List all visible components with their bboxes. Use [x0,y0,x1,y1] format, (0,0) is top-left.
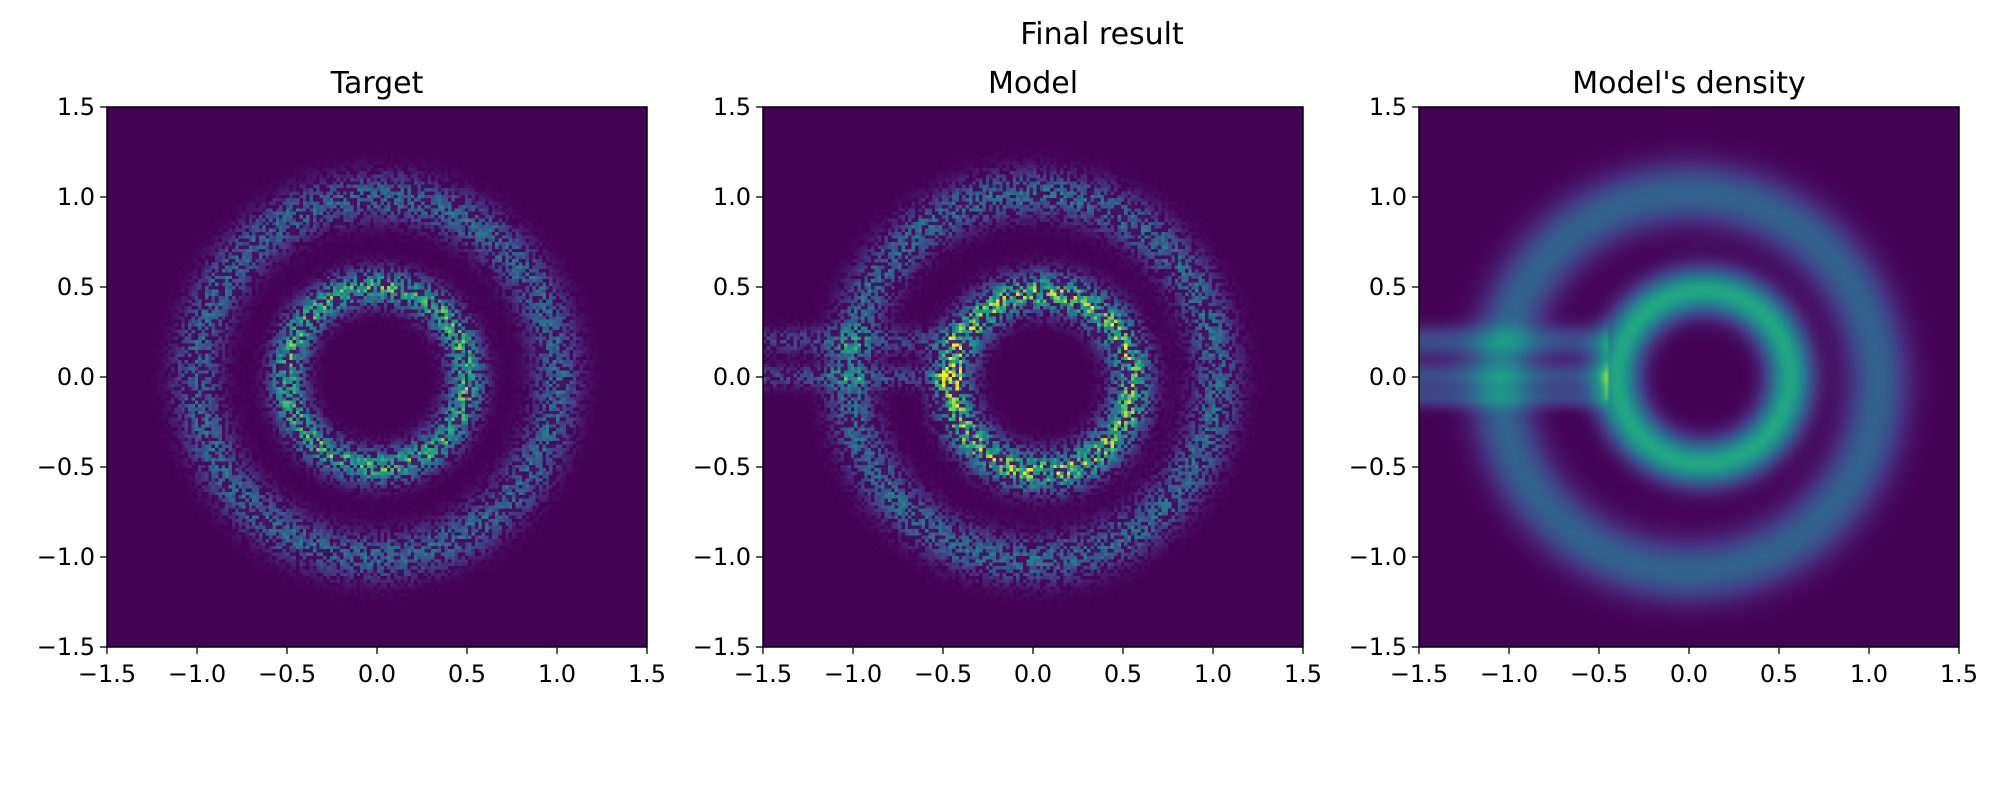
y-tick-label: −1.0 [693,543,751,571]
y-tick-label: −1.5 [693,633,751,661]
x-tick-label: 0.5 [1760,660,1798,688]
x-tick-label: 1.0 [1850,660,1888,688]
figure-suptitle: Final result [1020,17,1184,52]
y-tick-label: −1.5 [1349,633,1407,661]
y-tick-label: 0.5 [1369,273,1407,301]
y-tick-label: −0.5 [37,453,95,481]
y-tick-label: 1.5 [57,93,95,121]
x-tick-label: −1.5 [78,660,136,688]
x-tick-label: 0.5 [1104,660,1142,688]
y-tick-label: 1.0 [57,183,95,211]
panel-2: Model −1.5 −1.0 −0.5 0.0 0.5 1.0 1.5 1.5 1.0 0.5 0.… [693,66,1322,688]
y-tick-label: 0.0 [57,363,95,391]
x-tick-label: 1.5 [628,660,666,688]
x-tick-label: 1.0 [538,660,576,688]
y-tick-label: 0.5 [57,273,95,301]
y-tick-label: 0.5 [713,273,751,301]
x-tick-label: −0.5 [914,660,972,688]
x-tick-label: 1.5 [1284,660,1322,688]
y-tick-label: −0.5 [1349,453,1407,481]
y-tick-label: 1.5 [713,93,751,121]
x-tick-label: −1.0 [168,660,226,688]
x-tick-label: −0.5 [1570,660,1628,688]
panel-title: Model's density [1572,66,1805,101]
heatmap-image [107,107,647,647]
x-tick-label: 1.0 [1194,660,1232,688]
y-tick-label: 0.0 [713,363,751,391]
y-tick-label: 1.0 [1369,183,1407,211]
x-tick-label: −1.0 [824,660,882,688]
x-tick-label: 1.5 [1940,660,1978,688]
panel-title: Target [330,66,424,101]
x-tick-label: 0.0 [1670,660,1708,688]
y-tick-label: 1.0 [713,183,751,211]
x-tick-label: −1.5 [734,660,792,688]
y-tick-label: −1.0 [1349,543,1407,571]
heatmap-image [763,107,1303,647]
heatmap-image [1419,107,1959,647]
x-tick-label: 0.5 [448,660,486,688]
y-tick-label: 0.0 [1369,363,1407,391]
panel-3: Model's density −1.5 −1.0 −0.5 0.0 0.5 1.0 1.5 1… [1349,66,1978,688]
x-tick-label: 0.0 [358,660,396,688]
panel-title: Model [988,66,1078,101]
x-tick-label: −1.5 [1390,660,1448,688]
x-tick-label: 0.0 [1014,660,1052,688]
y-tick-label: 1.5 [1369,93,1407,121]
y-tick-label: −1.0 [37,543,95,571]
panel-1: Target −1.5 −1.0 −0.5 0.0 0.5 1.0 1.5 1.5 1.0 0.5 0… [37,66,666,688]
y-tick-label: −1.5 [37,633,95,661]
x-tick-label: −0.5 [258,660,316,688]
y-tick-label: −0.5 [693,453,751,481]
x-tick-label: −1.0 [1480,660,1538,688]
